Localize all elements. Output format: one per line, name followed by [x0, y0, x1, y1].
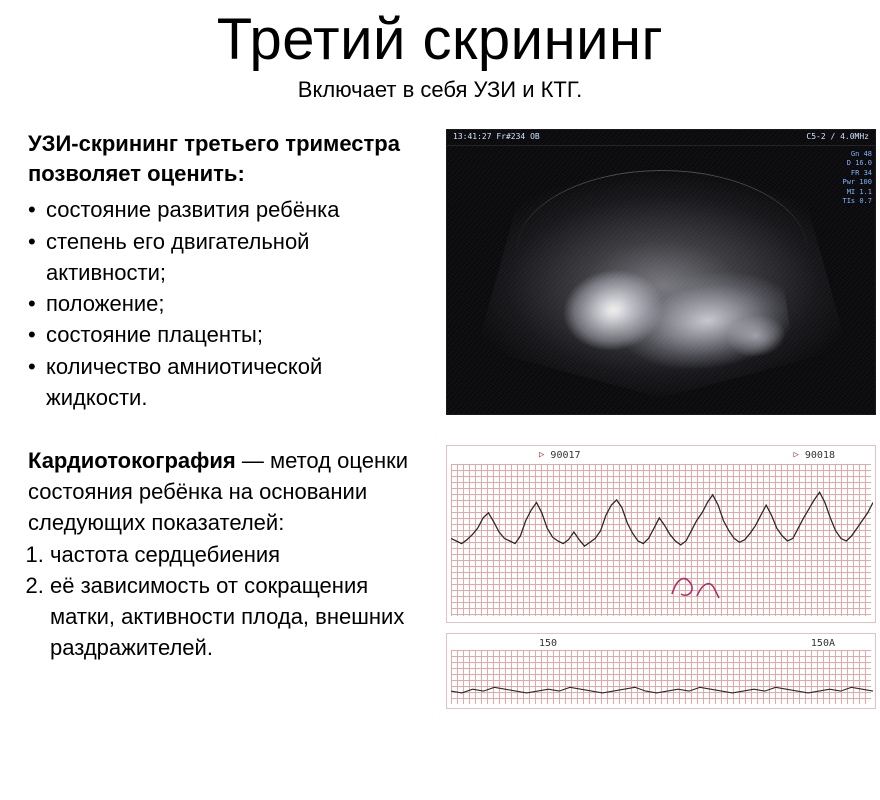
list-item: состояние развития ребёнка	[28, 194, 428, 225]
ctg-panel: ▷ 90017 ▷ 90018 150 150A	[446, 445, 876, 709]
section1-bullets: состояние развития ребёнка степень его д…	[28, 194, 428, 413]
section2-text: Кардиотокография — метод оценки состояни…	[28, 445, 428, 709]
list-item: частота сердцебиения	[50, 539, 428, 570]
page-subtitle: Включает в себя УЗИ и КТГ.	[28, 77, 852, 103]
ctg-label: ▷ 90017	[539, 448, 581, 462]
ctg-annotation	[667, 566, 727, 606]
list-item: состояние плаценты;	[28, 319, 428, 350]
section2-list: частота сердцебиения её зависимость от с…	[28, 539, 428, 664]
list-item: положение;	[28, 288, 428, 319]
ctg-trace	[451, 464, 873, 618]
ctg-label-text: 90018	[805, 450, 835, 461]
ultrasound-image: 13:41:27 Fr#234 OB C5-2 / 4.0MHz Gn 48D …	[446, 129, 876, 415]
ultrasound-panel: 13:41:27 Fr#234 OB C5-2 / 4.0MHz Gn 48D …	[446, 129, 876, 415]
ctg-trace	[451, 650, 873, 706]
row-ctg: Кардиотокография — метод оценки состояни…	[28, 445, 852, 709]
ctg-label-text: 150A	[811, 638, 835, 649]
ctg-label: 150A	[811, 636, 835, 650]
triangle-icon: ▷	[793, 450, 798, 460]
triangle-icon: ▷	[539, 450, 544, 460]
row-ultrasound: УЗИ-скрининг третьего триместра позволяе…	[28, 129, 852, 415]
ctg-strip-top: ▷ 90017 ▷ 90018	[446, 445, 876, 623]
page-root: Третий скрининг Включает в себя УЗИ и КТ…	[0, 0, 880, 709]
list-item: её зависимость от сокращения матки, акти…	[50, 570, 428, 664]
section1-text: УЗИ-скрининг третьего триместра позволяе…	[28, 129, 428, 415]
list-item: степень его двигательной активности;	[28, 226, 428, 288]
ctg-label-text: 90017	[550, 450, 580, 461]
page-title: Третий скрининг	[28, 6, 852, 73]
list-item: количество амниотической жидкости.	[28, 351, 428, 413]
ctg-label: ▷ 90018	[793, 448, 835, 462]
ctg-strip-bottom: 150 150A	[446, 633, 876, 709]
ultrasound-noise	[447, 130, 875, 414]
section2-lead-bold: Кардиотокография	[28, 448, 236, 473]
ctg-label: 150	[539, 636, 557, 650]
section1-heading: УЗИ-скрининг третьего триместра позволяе…	[28, 129, 428, 188]
ctg-label-text: 150	[539, 638, 557, 649]
section2-para: Кардиотокография — метод оценки состояни…	[28, 445, 428, 539]
